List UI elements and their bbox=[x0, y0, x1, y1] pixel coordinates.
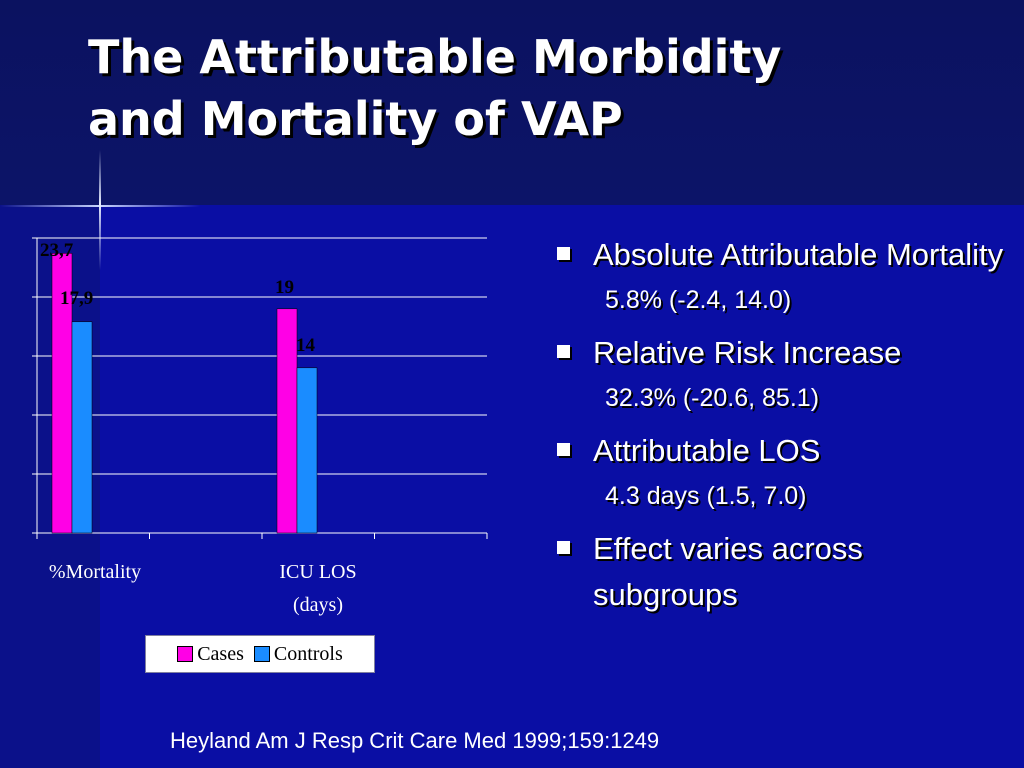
legend-swatch-cases bbox=[177, 646, 194, 662]
legend-item-controls: Controls bbox=[253, 642, 343, 666]
citation: Heyland Am J Resp Crit Care Med 1999;159… bbox=[170, 728, 660, 753]
bullet-item: Effect varies across subgroups bbox=[555, 526, 1015, 618]
bullet-square-icon bbox=[557, 345, 570, 358]
title-line-1: The Attributable Morbidity bbox=[88, 30, 782, 84]
title-band bbox=[0, 0, 1024, 205]
data-label: 14 bbox=[296, 335, 316, 356]
title-line-2: and Mortality of VAP bbox=[88, 92, 623, 146]
content-area bbox=[100, 205, 1024, 768]
legend-label-controls: Controls bbox=[273, 642, 343, 665]
bullet-item: Absolute Attributable Mortality bbox=[555, 232, 1015, 278]
bullet-square-icon bbox=[557, 247, 570, 260]
chart-legend: Cases Controls bbox=[145, 635, 375, 673]
legend-item-cases: Cases bbox=[177, 643, 244, 666]
bar-controls bbox=[71, 321, 93, 534]
category-label: ICU LOS bbox=[279, 561, 356, 583]
slide-title: The Attributable Morbidity and Mortality… bbox=[88, 26, 988, 150]
bullet-item: Attributable LOS bbox=[555, 428, 1015, 474]
category-label: %Mortality bbox=[49, 561, 141, 583]
bar-controls bbox=[296, 367, 318, 534]
decorative-vertical-line bbox=[99, 150, 101, 270]
bullet-text: Relative Risk Increase bbox=[593, 335, 902, 370]
bullet-square-icon bbox=[557, 541, 570, 554]
data-label: 17,9 bbox=[60, 288, 93, 309]
bullet-list: Absolute Attributable Mortality 5.8% (-2… bbox=[555, 232, 1015, 620]
category-label: (days) bbox=[293, 594, 343, 616]
bullet-subitem: 4.3 days (1.5, 7.0) bbox=[605, 482, 807, 510]
legend-swatch-controls bbox=[253, 646, 270, 662]
bullet-item: Relative Risk Increase bbox=[555, 330, 1015, 376]
bullet-text: Absolute Attributable Mortality bbox=[593, 237, 1004, 272]
bar-cases bbox=[276, 308, 298, 534]
bar-chart: 23,7 19 17,9 14 %Mortality ICU LOS (days) bbox=[32, 237, 488, 616]
bullet-subitem: 32.3% (-20.6, 85.1) bbox=[605, 384, 820, 412]
data-label: 23,7 bbox=[40, 240, 74, 261]
bullet-square-icon bbox=[557, 443, 570, 456]
bullet-text: Attributable LOS bbox=[593, 433, 821, 468]
bullet-text: Effect varies across subgroups bbox=[593, 531, 863, 612]
data-label: 19 bbox=[275, 277, 294, 298]
legend-label-cases: Cases bbox=[197, 642, 244, 665]
bullet-subitem: 5.8% (-2.4, 14.0) bbox=[605, 286, 792, 314]
